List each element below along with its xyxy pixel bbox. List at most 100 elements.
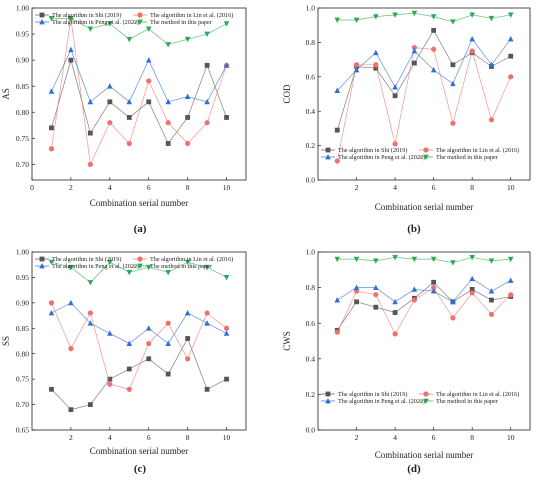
data-point bbox=[184, 310, 191, 316]
y-tick-label: 0.85 bbox=[16, 82, 29, 91]
data-point bbox=[204, 62, 210, 68]
data-point bbox=[223, 21, 230, 27]
data-point bbox=[224, 376, 229, 382]
data-point bbox=[450, 120, 456, 126]
data-point bbox=[469, 290, 475, 296]
y-tick-label: 0.95 bbox=[16, 273, 29, 282]
legend: The algorithm in Shi (2019) The algorithm… bbox=[35, 256, 233, 270]
data-point bbox=[165, 371, 171, 377]
y-tick-label: 0.70 bbox=[16, 400, 29, 409]
data-point bbox=[185, 140, 191, 147]
legend-entry: The method in this paper bbox=[436, 398, 498, 405]
data-point bbox=[507, 12, 514, 18]
data-point bbox=[126, 36, 133, 43]
legend-entry: The algorithm in Lin et al. (2016) bbox=[150, 256, 233, 263]
y-axis-title: SS bbox=[1, 336, 11, 346]
data-point bbox=[165, 98, 171, 105]
data-point bbox=[107, 259, 113, 266]
data-point bbox=[373, 14, 379, 20]
data-point bbox=[431, 285, 437, 291]
data-point bbox=[107, 83, 113, 89]
y-axis-title: CWS bbox=[282, 331, 292, 351]
legend-entry: The algorithm in Shi (2019) bbox=[338, 391, 407, 398]
legend-entry: The algorithm in Lin et al. (2016) bbox=[150, 12, 233, 19]
data-point bbox=[223, 325, 230, 331]
data-point bbox=[354, 299, 359, 305]
legend-entry: The method in this paper bbox=[150, 263, 212, 270]
legend-marker bbox=[325, 398, 331, 404]
y-tick-label: 0.8 bbox=[306, 38, 316, 47]
series-line bbox=[51, 337, 227, 411]
data-point bbox=[450, 298, 456, 305]
data-point bbox=[48, 310, 55, 316]
y-tick-label: 0.4 bbox=[306, 107, 316, 116]
y-tick-label: 1.00 bbox=[16, 248, 29, 257]
series-line bbox=[336, 29, 511, 131]
data-point bbox=[469, 275, 475, 282]
data-point bbox=[488, 258, 495, 264]
series-2 bbox=[334, 285, 514, 337]
y-tick-label: 0.90 bbox=[16, 56, 29, 65]
legend-entry: The algorithm in Shi (2019) bbox=[52, 256, 121, 263]
series-line bbox=[51, 18, 227, 45]
series-line bbox=[51, 48, 227, 103]
chart-panel-a: 0.70 0.75 0.80 0.85 0.90 0.95 1.00 0 2 4 6 8 10 Combi… bbox=[1, 4, 247, 235]
chart-panel-c: 0.65 0.70 0.75 0.80 0.85 0.90 0.95 1.00 2 4 6 8 10 Co… bbox=[1, 248, 247, 475]
y-tick-label: 0.2 bbox=[306, 390, 316, 399]
data-point bbox=[87, 402, 93, 407]
data-point bbox=[411, 286, 418, 292]
data-point bbox=[488, 288, 495, 294]
data-point bbox=[431, 279, 437, 285]
data-point bbox=[334, 329, 340, 335]
x-axis-title: Combination serial number bbox=[90, 446, 188, 456]
data-point bbox=[430, 14, 437, 20]
x-tick-label: 2 bbox=[69, 183, 73, 192]
data-point bbox=[68, 16, 74, 22]
data-point bbox=[392, 84, 398, 90]
x-tick-label: 2 bbox=[355, 433, 359, 442]
data-point bbox=[373, 292, 379, 298]
y-tick-label: 0.0 bbox=[306, 176, 316, 185]
x-tick-label: 8 bbox=[186, 433, 190, 442]
data-point bbox=[334, 158, 340, 164]
data-point bbox=[334, 127, 340, 133]
x-tick-label: 2 bbox=[69, 433, 73, 442]
data-point bbox=[68, 46, 74, 53]
data-point bbox=[49, 386, 54, 392]
series-4 bbox=[48, 259, 230, 286]
series-line bbox=[51, 261, 227, 283]
legend-marker bbox=[423, 391, 429, 397]
data-point bbox=[431, 46, 437, 52]
series-line bbox=[51, 18, 227, 166]
data-point bbox=[430, 288, 437, 294]
data-point bbox=[165, 269, 171, 276]
data-point bbox=[184, 36, 191, 43]
data-point bbox=[353, 284, 360, 290]
x-tick-label: 10 bbox=[507, 183, 515, 192]
data-point bbox=[48, 146, 55, 152]
plot-frame bbox=[31, 251, 247, 431]
data-point bbox=[165, 141, 171, 146]
legend-marker bbox=[39, 256, 45, 262]
data-point bbox=[488, 117, 495, 123]
data-point bbox=[145, 264, 152, 271]
y-tick-label: 0.6 bbox=[306, 319, 316, 328]
legend-entry: The algorithm in Shi (2019) bbox=[52, 12, 121, 19]
y-tick-label: 0.90 bbox=[16, 298, 29, 307]
data-point bbox=[507, 35, 514, 42]
legend: The algorithm in Shi (2019) The algorithm… bbox=[321, 391, 519, 405]
legend-marker bbox=[325, 147, 331, 153]
data-point bbox=[353, 256, 360, 263]
data-point bbox=[87, 26, 94, 32]
data-point bbox=[392, 331, 398, 337]
data-point bbox=[48, 259, 55, 266]
x-tick-label: 2 bbox=[355, 183, 359, 192]
data-point bbox=[126, 115, 132, 120]
series-2 bbox=[48, 15, 230, 167]
data-point bbox=[334, 256, 341, 263]
y-tick-label: 0.75 bbox=[16, 375, 29, 384]
y-tick-label: 0.65 bbox=[16, 426, 29, 435]
y-tick-label: 0.75 bbox=[16, 134, 29, 143]
data-point bbox=[165, 42, 171, 48]
data-point bbox=[334, 87, 341, 93]
